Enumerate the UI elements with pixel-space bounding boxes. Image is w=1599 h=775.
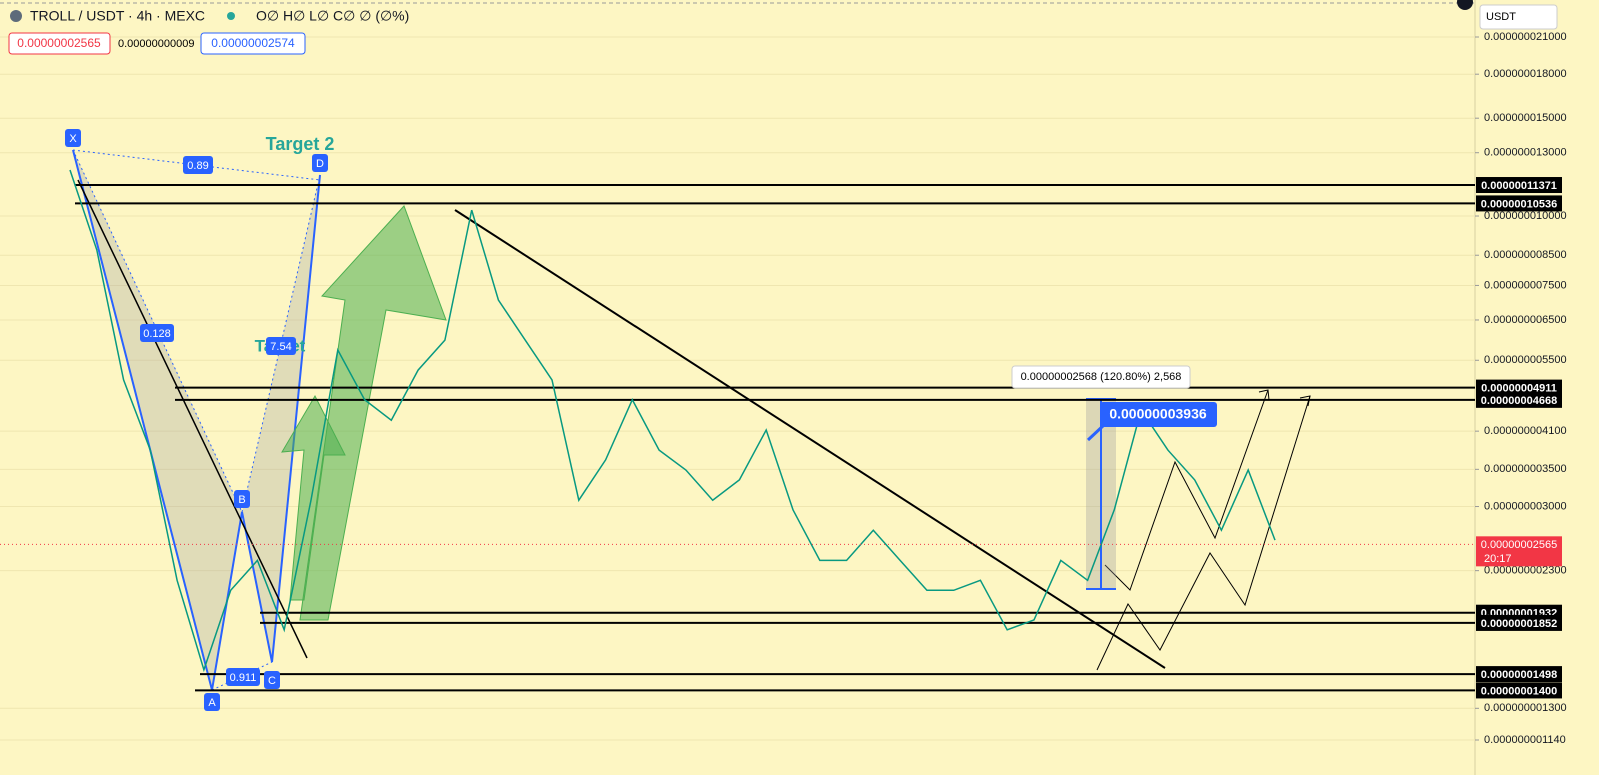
y-tick-label: 0.000000013000 bbox=[1484, 147, 1567, 159]
y-tick-label: 0.000000021000 bbox=[1484, 31, 1567, 43]
pattern-dotted bbox=[211, 661, 273, 691]
y-tick-label: 0.000000002300 bbox=[1484, 565, 1567, 577]
level-label: 0.00000001498 bbox=[1481, 669, 1557, 681]
level-label: 0.00000001400 bbox=[1481, 685, 1557, 697]
ratio-label: 7.54 bbox=[270, 341, 291, 353]
ratio-label: 0.89 bbox=[187, 160, 208, 172]
arrow bbox=[299, 205, 447, 621]
point-box bbox=[264, 671, 280, 689]
arrowhead bbox=[1299, 395, 1311, 407]
spread: 0.00000000009 bbox=[118, 38, 194, 50]
point-box bbox=[204, 693, 220, 711]
symbol: TROLL / USDT · 4h · MEXC bbox=[30, 8, 205, 24]
status-dot bbox=[227, 12, 235, 20]
ask: 0.00000002574 bbox=[211, 36, 295, 50]
point-box bbox=[312, 154, 328, 172]
point-label: D bbox=[316, 158, 324, 170]
y-tick-label: 0.000000003000 bbox=[1484, 500, 1567, 512]
projection bbox=[1096, 395, 1311, 671]
point-box bbox=[65, 129, 81, 147]
projection bbox=[1104, 389, 1269, 591]
symbol-icon bbox=[10, 10, 22, 22]
arrowhead bbox=[1258, 389, 1270, 401]
point-label: C bbox=[268, 675, 276, 687]
y-tick-label: 0.000000010000 bbox=[1484, 210, 1567, 222]
measure-label: 0.00000002568 (120.80%) 2,568 bbox=[1021, 371, 1182, 383]
pattern-dotted bbox=[72, 149, 321, 181]
price-line bbox=[69, 169, 1276, 673]
level-label-box bbox=[1476, 391, 1562, 408]
point-label: X bbox=[69, 133, 77, 145]
ask-box[interactable] bbox=[200, 32, 306, 55]
measure-label-box bbox=[1011, 365, 1191, 389]
y-tick-label: 0.000000001140 bbox=[1484, 734, 1566, 746]
y-tick-label: 0.000000018000 bbox=[1484, 68, 1567, 80]
bid: 0.00000002565 bbox=[17, 36, 101, 50]
y-tick-label: 0.000000006500 bbox=[1484, 314, 1567, 326]
pattern-dotted bbox=[72, 149, 243, 513]
level-label: 0.00000004911 bbox=[1481, 383, 1557, 395]
y-tick-label: 0.000000003500 bbox=[1484, 463, 1567, 475]
price-callout-box bbox=[1100, 402, 1217, 427]
callout bbox=[1086, 423, 1106, 442]
ratio-box bbox=[183, 156, 213, 174]
ratio-box bbox=[266, 337, 296, 355]
current-price-box bbox=[1476, 536, 1562, 567]
price-callout: 0.00000003936 bbox=[1109, 406, 1207, 422]
point-label: A bbox=[208, 697, 216, 709]
level-label-box bbox=[1476, 195, 1562, 212]
level-label-box bbox=[1476, 379, 1562, 396]
countdown: 20:17 bbox=[1484, 553, 1512, 565]
level-label: 0.00000011371 bbox=[1481, 180, 1557, 192]
y-tick-label: 0.000000004100 bbox=[1484, 425, 1567, 437]
level-label-box bbox=[1476, 682, 1562, 699]
ratio-box bbox=[140, 324, 174, 342]
point-box bbox=[234, 490, 250, 508]
pattern-fill bbox=[73, 150, 242, 690]
arrow bbox=[281, 394, 346, 601]
ratio-label: 0.128 bbox=[143, 328, 171, 340]
currency-select[interactable] bbox=[1479, 4, 1558, 30]
y-tick-label: 0.000000005500 bbox=[1484, 354, 1567, 366]
trendline bbox=[77, 179, 308, 659]
ohlc: O∅ H∅ L∅ C∅ ∅ (∅%) bbox=[256, 8, 409, 24]
y-tick-label: 0.000000008500 bbox=[1484, 249, 1567, 261]
ratio-box bbox=[226, 668, 260, 686]
y-tick-label: 0.000000015000 bbox=[1484, 112, 1567, 124]
level-label: 0.00000010536 bbox=[1481, 198, 1557, 210]
bid-box[interactable] bbox=[8, 32, 111, 55]
level-label-box bbox=[1476, 614, 1562, 631]
point-label: B bbox=[238, 494, 245, 506]
target-label: Target 2 bbox=[266, 134, 335, 154]
pattern-fill bbox=[242, 175, 320, 662]
y-tick-label: 0.000000001300 bbox=[1484, 702, 1567, 714]
level-label-box bbox=[1476, 177, 1562, 194]
level-label: 0.00000001852 bbox=[1481, 618, 1557, 630]
add-button[interactable] bbox=[1457, 0, 1473, 10]
level-label: 0.00000004668 bbox=[1481, 395, 1557, 407]
currency: USDT bbox=[1486, 11, 1516, 23]
level-label-box bbox=[1476, 666, 1562, 683]
current-price-label: 0.00000002565 bbox=[1481, 539, 1557, 551]
ratio-label: 0.911 bbox=[230, 672, 257, 684]
y-tick-label: 0.000000007500 bbox=[1484, 279, 1567, 291]
